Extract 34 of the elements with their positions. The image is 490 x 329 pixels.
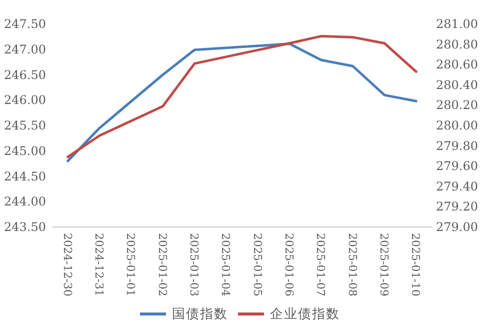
y2-tick-label: 280.20	[436, 98, 478, 112]
x-tick-label: 2025-01-08	[346, 233, 359, 296]
y-tick-label: 243.50	[4, 220, 46, 234]
y2-tick-label: 280.80	[436, 37, 478, 52]
x-tick-label: 2025-01-05	[250, 233, 264, 296]
x-tick-label: 2025-01-03	[188, 233, 200, 296]
y-tick-label: 245.00	[4, 144, 46, 158]
y2-tick-label: 280.60	[436, 58, 478, 72]
x-tick-label: 2025-01-02	[156, 233, 169, 296]
y-tick-label: 247.50	[4, 17, 46, 31]
y-tick-label: 247.00	[4, 42, 46, 56]
y2-tick-label: 279.60	[436, 159, 478, 174]
y2-tick-label: 279.80	[436, 138, 478, 153]
y2-tick-label: 281.00	[436, 17, 478, 31]
y2-tick-label: 279.40	[436, 179, 478, 194]
y-tick-label: 246.00	[4, 93, 46, 108]
y2-tick-label: 280.40	[436, 78, 478, 92]
x-tick-label: 2025-01-06	[282, 233, 296, 296]
x-tick-label: 2025-01-09	[378, 233, 390, 296]
legend-label: 企业债指数	[270, 307, 340, 322]
x-tick-label: 2025-01-07	[314, 233, 328, 296]
y2-tick-label: 279.00	[436, 220, 478, 234]
y-tick-label: 244.50	[4, 169, 46, 184]
x-tick-label: 2024-12-30	[60, 233, 74, 296]
x-tick-label: 2025-01-10	[409, 233, 422, 296]
y-tick-label: 244.00	[4, 194, 46, 209]
x-tick-label: 2025-01-01	[124, 233, 138, 296]
y2-tick-label: 280.00	[436, 118, 478, 132]
y2-tick-label: 279.20	[436, 200, 478, 214]
y-tick-label: 246.50	[4, 68, 46, 82]
x-tick-label: 2025-01-04	[219, 233, 232, 296]
y-tick-label: 245.50	[4, 118, 46, 132]
legend-label: 国债指数	[172, 307, 228, 322]
x-tick-label: 2024-12-31	[92, 233, 106, 296]
